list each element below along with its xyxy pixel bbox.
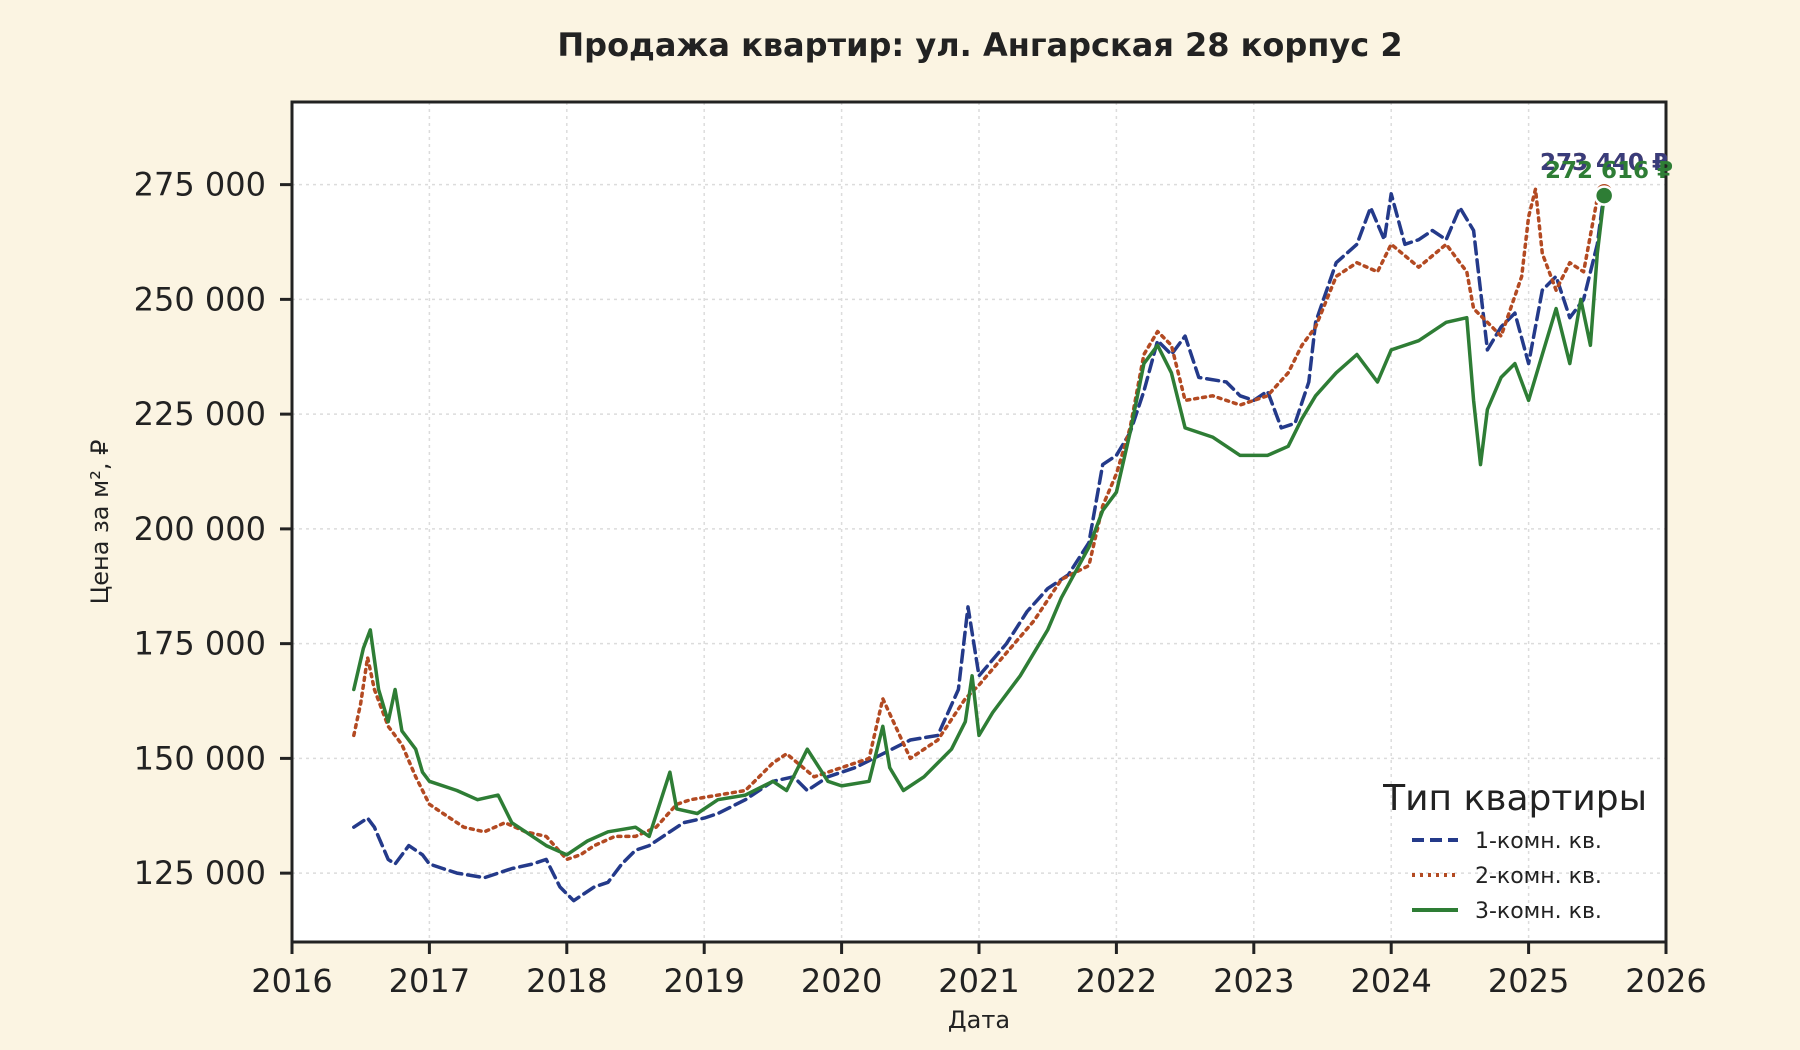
legend-item-1room: 1-комн. кв. bbox=[1412, 829, 1602, 854]
end-marker-3 bbox=[1593, 185, 1615, 206]
x-tick-label: 2024 bbox=[1350, 962, 1431, 1000]
x-tick-label: 2018 bbox=[526, 962, 607, 1000]
legend-label-1room: 1-комн. кв. bbox=[1475, 829, 1602, 854]
y-tick-label: 200 000 bbox=[134, 510, 266, 548]
x-axis: 2016 2017 2018 2019 2020 2021 2022 2023 2024 2025… bbox=[251, 942, 1707, 1000]
x-tick-label: 2019 bbox=[663, 962, 744, 1000]
legend-title: Тип квартиры bbox=[1382, 778, 1647, 819]
y-tick-label: 175 000 bbox=[134, 625, 266, 663]
x-tick-label: 2026 bbox=[1625, 962, 1706, 1000]
y-tick-label: 275 000 bbox=[134, 166, 266, 204]
legend-label-2room: 2-комн. кв. bbox=[1475, 864, 1602, 889]
x-tick-label: 2022 bbox=[1076, 962, 1157, 1000]
legend-item-2room: 2-комн. кв. bbox=[1412, 864, 1602, 889]
x-tick-label: 2020 bbox=[801, 962, 882, 1000]
y-tick-label: 150 000 bbox=[134, 739, 266, 777]
legend-label-3room: 3-комн. кв. bbox=[1475, 899, 1602, 924]
y-axis-label: Цена за м², ₽ bbox=[86, 440, 114, 605]
chart-title: Продажа квартир: ул. Ангарская 28 корпус… bbox=[557, 26, 1402, 64]
legend: Тип квартиры 1-комн. кв. 2-комн. кв. 3-к… bbox=[1382, 778, 1647, 924]
series-line-3 bbox=[352, 193, 1606, 857]
y-tick-label: 125 000 bbox=[134, 854, 266, 892]
x-axis-label: Дата bbox=[948, 1006, 1010, 1034]
y-tick-label: 250 000 bbox=[134, 280, 266, 318]
x-tick-label: 2017 bbox=[389, 962, 470, 1000]
y-tick-label: 225 000 bbox=[134, 395, 266, 433]
end-annotation-2room: 273 440 ₽ bbox=[1540, 150, 1668, 176]
y-axis: 125 000 150 000 175 000 200 000 225 000 250 0… bbox=[134, 166, 292, 892]
end-annotation-1room: 273 440 ₽ bbox=[1540, 150, 1668, 176]
x-tick-label: 2025 bbox=[1488, 962, 1569, 1000]
end-annotation-3room: 272 616 ₽ bbox=[1545, 158, 1673, 184]
x-tick-label: 2016 bbox=[251, 962, 332, 1000]
end-annotations: 273 440 ₽ 273 440 ₽ 272 616 ₽ bbox=[1540, 150, 1673, 184]
x-tick-label: 2021 bbox=[938, 962, 1019, 1000]
legend-item-3room: 3-комн. кв. bbox=[1412, 899, 1602, 924]
series-layer bbox=[352, 187, 1606, 903]
series-line-1 bbox=[352, 190, 1606, 903]
x-tick-label: 2023 bbox=[1213, 962, 1294, 1000]
end-markers bbox=[1593, 181, 1615, 206]
